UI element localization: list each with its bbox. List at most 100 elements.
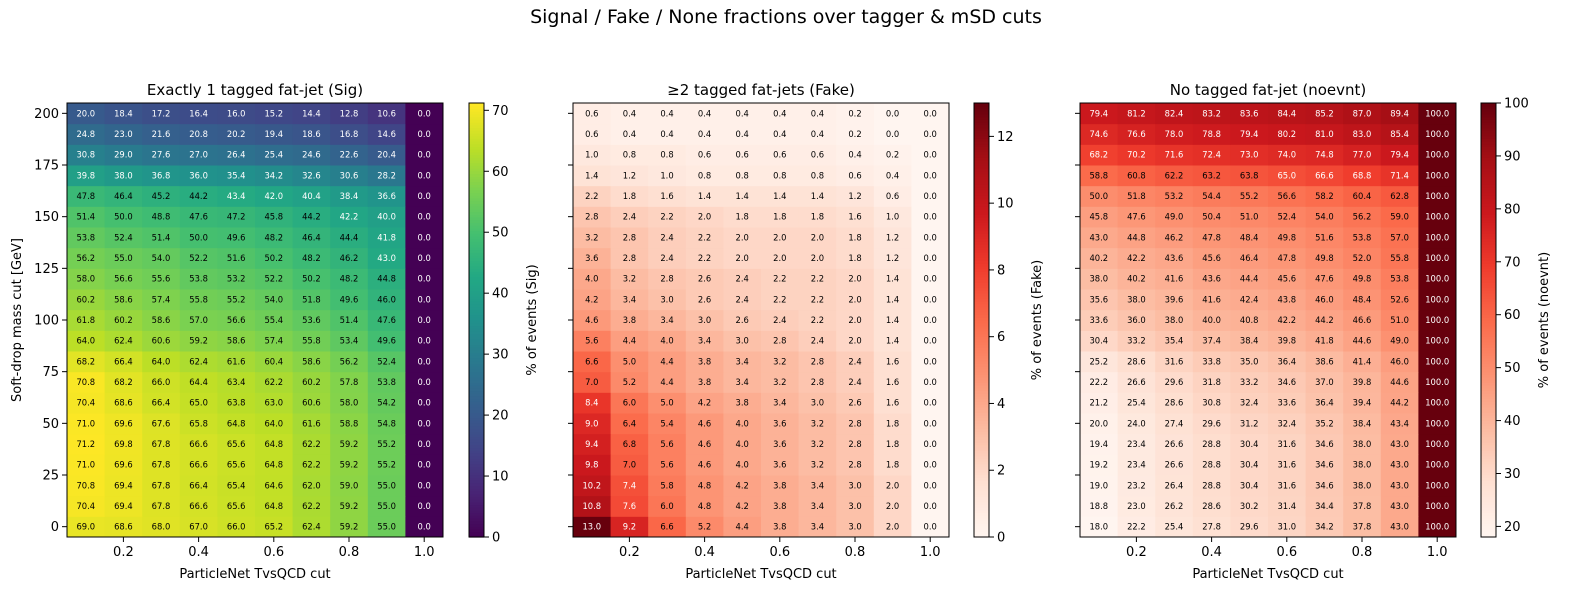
cell-value-label: 4.0 (736, 418, 749, 428)
cell-value-label: 2.4 (623, 212, 636, 222)
heatmap-cell (217, 516, 256, 538)
colorbar-segment (469, 219, 484, 223)
heatmap-cell (142, 454, 181, 476)
cell-value-label: 3.8 (698, 356, 711, 366)
colorbar-segment (1481, 170, 1496, 175)
heatmap-cell (1343, 454, 1382, 476)
heatmap-cell (1305, 247, 1344, 269)
colorbar-segment (974, 371, 989, 375)
cell-value-label: 46.0 (377, 294, 396, 304)
cell-value-label: 7.6 (623, 501, 636, 511)
colorbar-segment (1481, 176, 1496, 180)
heatmap-cell (873, 351, 912, 373)
cell-value-label: 43.8 (1277, 294, 1296, 304)
colorbar-segment (974, 121, 989, 126)
heatmap-cell (911, 144, 950, 166)
heatmap-cell (142, 330, 181, 352)
heatmap-cell (367, 433, 406, 455)
heatmap-cell (648, 392, 687, 414)
heatmap-cell (142, 475, 181, 497)
colorbar-segment (974, 227, 989, 232)
cell-value-label: 28.6 (1202, 501, 1221, 511)
colorbar-segment (974, 105, 989, 110)
heatmap-cell (648, 516, 687, 538)
colorbar-tick-label: 0 (997, 531, 1005, 546)
cell-value-label: 38.4 (340, 191, 359, 201)
colorbar-segment (1481, 222, 1496, 226)
colorbar-segment (469, 159, 484, 164)
heatmap-cell (836, 371, 875, 393)
colorbar-segment (469, 192, 484, 196)
cell-value-label: 59.2 (340, 460, 359, 470)
cell-value-label: 7.0 (623, 460, 636, 470)
cell-value-label: 43.4 (227, 191, 246, 201)
heatmap-cell (1230, 330, 1269, 352)
heatmap-cell (104, 247, 143, 269)
colorbar-segment (1481, 119, 1496, 123)
colorbar-segment (1481, 314, 1496, 318)
cell-value-label: 2.6 (698, 294, 711, 304)
cell-value-label: 70.4 (76, 501, 95, 511)
cell-value-label: 71.0 (76, 460, 95, 470)
heatmap-cell (761, 392, 800, 414)
heatmap-cell (1080, 185, 1119, 207)
heatmap-cell (911, 351, 950, 373)
colorbar-segment (469, 303, 484, 308)
heatmap-cell (761, 330, 800, 352)
heatmap-cell (685, 165, 724, 187)
colorbar-segment (1481, 287, 1496, 291)
colorbar-segment (469, 379, 484, 383)
heatmap-cell (1117, 413, 1156, 435)
colorbar-segment (469, 132, 484, 137)
cell-value-label: 69.6 (114, 460, 133, 470)
heatmap-cell (217, 103, 256, 125)
colorbar-segment (469, 450, 484, 454)
heatmap-cell (1080, 495, 1119, 517)
heatmap-cell (179, 123, 218, 145)
heatmap-cell (1080, 309, 1119, 331)
cell-value-label: 40.2 (1089, 253, 1108, 263)
heatmap-cell (610, 289, 649, 311)
cell-value-label: 19.4 (1089, 439, 1108, 449)
colorbar-segment (974, 143, 989, 147)
heatmap-cell (104, 206, 143, 228)
heatmap-cell (1230, 227, 1269, 249)
cell-value-label: 65.0 (1277, 170, 1296, 180)
cell-value-label: 1.0 (660, 170, 673, 180)
cell-value-label: 58.8 (340, 418, 359, 428)
heatmap-cell (179, 516, 218, 538)
heatmap-cell (723, 247, 762, 269)
heatmap-cell (217, 309, 256, 331)
heatmap-cell (798, 433, 837, 455)
colorbar-segment (469, 433, 484, 438)
colorbar-segment (469, 290, 484, 294)
cell-value-label: 3.0 (736, 336, 749, 346)
heatmap-cell (1343, 351, 1382, 373)
colorbar-segment (974, 219, 989, 223)
heatmap-cell (1192, 227, 1231, 249)
heatmap-cell (836, 413, 875, 435)
cell-value-label: 100.0 (1425, 460, 1449, 470)
heatmap-cell (685, 123, 724, 145)
heatmap-cell (1155, 206, 1194, 228)
colorbar-segment (1481, 534, 1496, 538)
cell-value-label: 31.4 (1277, 501, 1296, 511)
cell-value-label: 48.2 (264, 232, 283, 242)
cell-value-label: 47.8 (76, 191, 95, 201)
colorbar-segment (1481, 254, 1496, 259)
colorbar-segment (1481, 121, 1496, 126)
cell-value-label: 4.6 (585, 315, 598, 325)
heatmap-cell (367, 185, 406, 207)
heatmap-cell (67, 330, 106, 352)
cell-value-label: 6.4 (623, 418, 636, 428)
colorbar-segment (469, 442, 484, 446)
cell-value-label: 0.0 (924, 232, 937, 242)
cell-value-label: 41.4 (1353, 356, 1372, 366)
cell-value-label: 14.4 (302, 108, 321, 118)
heatmap-cell (142, 516, 181, 538)
cell-value-label: 44.4 (340, 232, 359, 242)
heatmap-cell (255, 206, 294, 228)
heatmap-cell (1155, 289, 1194, 311)
heatmap-cell (367, 123, 406, 145)
cell-value-label: 26.6 (1165, 460, 1184, 470)
